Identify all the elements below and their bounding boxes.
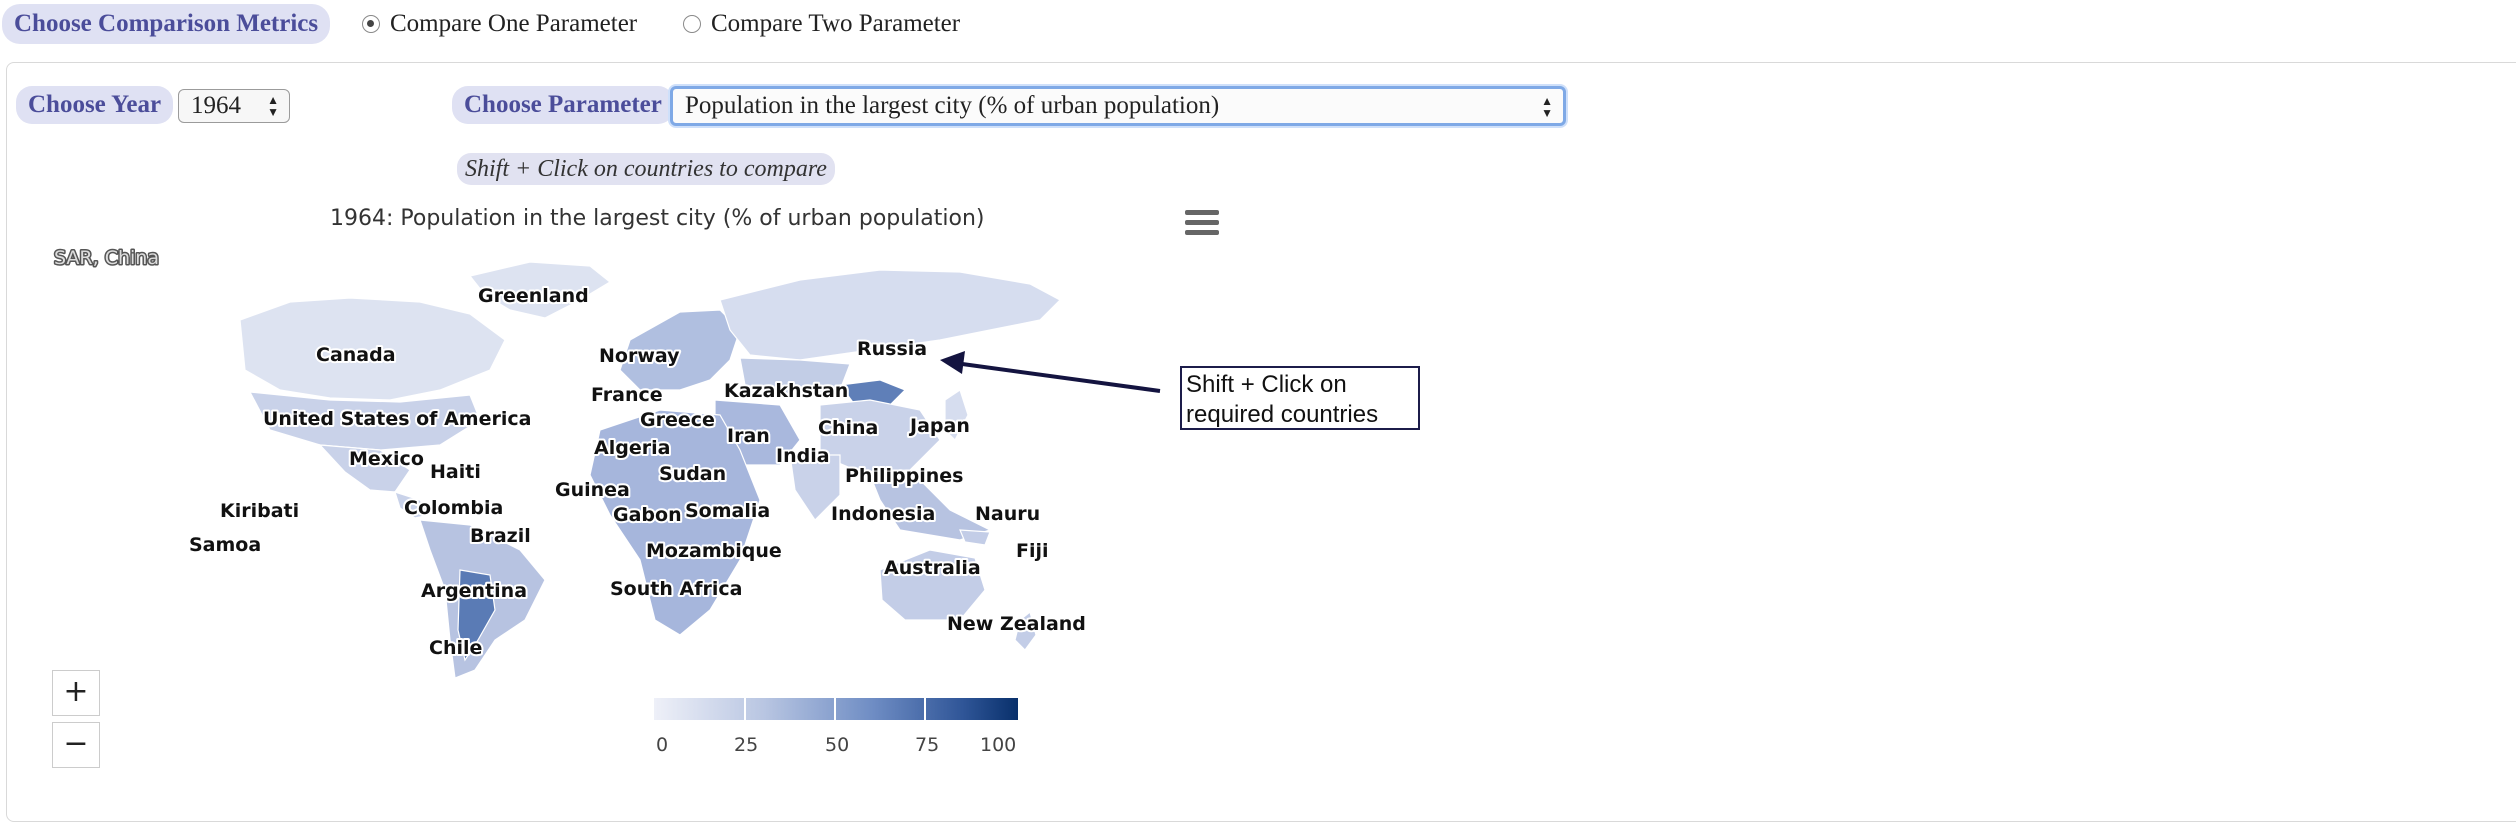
label-russia: Russia — [857, 338, 927, 360]
compare-hint: Shift + Click on countries to compare — [457, 153, 835, 185]
label-gabon: Gabon — [613, 504, 682, 526]
choose-year-label: Choose Year — [16, 86, 174, 124]
annotation-box: Shift + Click on required countries — [1180, 366, 1420, 430]
country-australia[interactable] — [879, 549, 986, 621]
year-select[interactable]: 1964 ▲ ▼ — [178, 89, 290, 123]
label-samoa: Samoa — [189, 534, 261, 556]
color-legend — [654, 698, 1018, 720]
parameter-select[interactable]: Population in the largest city (% of urb… — [670, 86, 1566, 126]
country-india[interactable] — [789, 454, 841, 521]
label-argentina: Argentina — [421, 580, 527, 602]
label-greece: Greece — [640, 409, 715, 431]
label-greenland: Greenland — [478, 285, 589, 307]
legend-tick-75: 75 — [915, 734, 940, 756]
label-mozambique: Mozambique — [646, 540, 782, 562]
hamburger-menu-icon[interactable] — [1185, 210, 1219, 238]
label-japan: Japan — [908, 415, 970, 437]
label-new-zealand: New Zealand — [947, 613, 1086, 635]
label-brazil: Brazil — [470, 525, 531, 547]
label-colombia: Colombia — [404, 497, 503, 519]
parameter-select-value: Population in the largest city (% of urb… — [685, 92, 1220, 119]
radio-compare-two[interactable]: Compare Two Parameter — [683, 8, 960, 40]
radio-compare-one[interactable]: Compare One Parameter — [362, 8, 637, 40]
legend-tick-50: 50 — [825, 734, 850, 756]
country-png[interactable] — [959, 529, 991, 546]
country-central-america[interactable] — [394, 491, 431, 519]
radio-compare-one-label: Compare One Parameter — [390, 10, 638, 37]
country-kazakhstan[interactable] — [739, 357, 851, 396]
label-india: India — [776, 445, 830, 467]
country-usa[interactable] — [248, 391, 481, 451]
country-europe[interactable] — [619, 309, 741, 391]
label-somalia: Somalia — [685, 500, 770, 522]
legend-divider — [834, 698, 836, 720]
select-arrows-icon: ▲ ▼ — [1541, 94, 1553, 120]
label-fiji: Fiji — [1016, 540, 1049, 562]
legend-divider — [924, 698, 926, 720]
annotation-line-1: Shift + Click on — [1186, 371, 1347, 398]
country-russia[interactable] — [719, 269, 1061, 361]
label-algeria: Algeria — [594, 437, 670, 459]
label-sudan: Sudan — [659, 463, 726, 485]
label-china: China — [818, 417, 878, 439]
legend-tick-100: 100 — [980, 734, 1017, 756]
tooltip-fragment: SAR, China — [54, 247, 159, 269]
label-haiti: Haiti — [430, 461, 481, 483]
arrow-head — [940, 351, 965, 374]
label-south-africa: South Africa — [610, 578, 742, 600]
annotation-line-2: required countries — [1186, 401, 1379, 428]
label-norway: Norway — [599, 345, 680, 367]
legend-divider — [744, 698, 746, 720]
radio-selected-icon[interactable] — [362, 15, 380, 33]
label-kiribati: Kiribati — [220, 500, 299, 522]
label-australia: Australia — [884, 557, 981, 579]
arrow-line — [954, 361, 1161, 393]
label-nauru: Nauru — [975, 503, 1040, 525]
label-usa: United States of America — [263, 408, 531, 430]
select-arrows-icon: ▲ ▼ — [267, 93, 279, 119]
country-japan[interactable] — [944, 389, 969, 442]
radio-compare-two-label: Compare Two Parameter — [711, 10, 961, 37]
label-indonesia: Indonesia — [831, 503, 935, 525]
zoom-in-button[interactable]: + — [52, 670, 100, 716]
zoom-out-button[interactable]: − — [52, 722, 100, 768]
label-guinea: Guinea — [555, 479, 630, 501]
legend-tick-0: 0 — [656, 734, 669, 756]
country-shapes[interactable] — [239, 261, 1061, 679]
label-france: France — [591, 384, 663, 406]
country-new-zealand[interactable] — [1014, 610, 1037, 651]
country-canada[interactable] — [239, 297, 506, 401]
country-africa[interactable] — [589, 409, 761, 636]
country-greenland[interactable] — [468, 261, 612, 319]
choose-parameter-label: Choose Parameter — [452, 86, 674, 124]
legend-tick-25: 25 — [734, 734, 759, 756]
country-labels: Greenland Canada Norway Russia Kazakhsta… — [187, 283, 1088, 661]
label-kazakhstan: Kazakhstan — [724, 380, 848, 402]
label-philippines: Philippines — [845, 465, 963, 487]
label-iran: Iran — [727, 425, 770, 447]
world-map[interactable]: SAR, China Greenland Canada Norway Russi… — [0, 240, 1120, 680]
radio-unselected-icon[interactable] — [683, 15, 701, 33]
chart-title: 1964: Population in the largest city (% … — [330, 206, 985, 231]
label-canada: Canada — [316, 344, 396, 366]
comparison-metrics-label: Choose Comparison Metrics — [2, 4, 331, 44]
annotation-arrow-overlay — [940, 351, 1161, 393]
label-mexico: Mexico — [349, 448, 424, 470]
country-argentina[interactable] — [457, 569, 496, 662]
label-chile: Chile — [429, 637, 482, 659]
year-select-value: 1964 — [191, 92, 241, 119]
